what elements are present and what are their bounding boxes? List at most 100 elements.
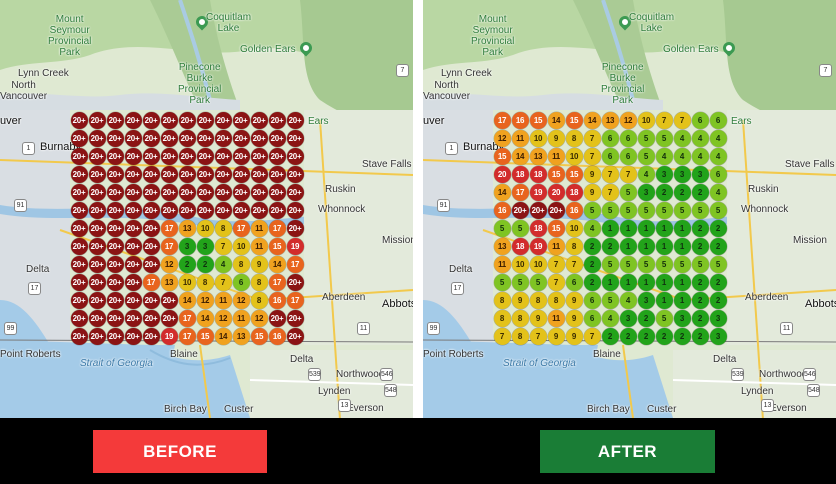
rank-marker: 1	[619, 219, 637, 237]
rank-marker: 20+	[124, 111, 142, 129]
rank-marker: 9	[547, 129, 565, 147]
rank-marker: 20+	[250, 183, 268, 201]
rank-marker: 12	[232, 291, 250, 309]
rank-marker: 8	[196, 273, 214, 291]
rank-marker: 5	[493, 219, 511, 237]
rank-marker: 20+	[214, 201, 232, 219]
place-mission: Mission	[793, 235, 827, 246]
rank-marker: 20+	[214, 183, 232, 201]
rank-marker: 3	[637, 183, 655, 201]
rank-marker: 20+	[124, 237, 142, 255]
rank-marker: 6	[619, 129, 637, 147]
rank-marker: 18	[511, 237, 529, 255]
rank-marker: 15	[547, 219, 565, 237]
rank-marker: 2	[691, 219, 709, 237]
highway-shield-icon: 1	[22, 142, 35, 155]
rank-marker: 18	[529, 165, 547, 183]
rank-marker: 20+	[88, 219, 106, 237]
place-lynn-creek: Lynn Creek	[18, 68, 69, 79]
rank-marker: 2	[583, 273, 601, 291]
rank-marker: 14	[268, 255, 286, 273]
rank-marker: 20+	[160, 129, 178, 147]
rank-marker: 9	[583, 165, 601, 183]
rank-marker: 2	[691, 309, 709, 327]
rank-marker: 7	[565, 255, 583, 273]
rank-marker: 20+	[88, 111, 106, 129]
rank-marker: 15	[529, 111, 547, 129]
rank-marker: 20+	[70, 327, 88, 345]
rank-marker: 11	[547, 147, 565, 165]
place-point-roberts: Point Roberts	[0, 349, 61, 360]
rank-marker: 20+	[178, 147, 196, 165]
rank-marker: 20+	[124, 147, 142, 165]
rank-marker: 20+	[70, 237, 88, 255]
rank-marker: 5	[601, 201, 619, 219]
rank-marker: 7	[214, 273, 232, 291]
rank-marker: 20+	[178, 165, 196, 183]
rank-marker: 20	[493, 165, 511, 183]
rank-marker: 5	[511, 219, 529, 237]
rank-marker: 20+	[88, 183, 106, 201]
rank-marker: 20+	[178, 111, 196, 129]
rank-marker: 4	[637, 165, 655, 183]
rank-marker: 16	[493, 201, 511, 219]
rank-marker: 20+	[196, 183, 214, 201]
highway-shield-icon: 13	[761, 399, 774, 412]
rank-marker: 13	[529, 147, 547, 165]
rank-marker: 20+	[160, 291, 178, 309]
rank-marker: 20+	[160, 201, 178, 219]
rank-marker: 5	[619, 201, 637, 219]
rank-marker: 8	[250, 273, 268, 291]
place-coquitlam-lake: Coquitlam Lake	[206, 12, 252, 34]
rank-marker: 20	[547, 183, 565, 201]
rank-marker: 17	[268, 219, 286, 237]
rank-marker: 6	[709, 111, 727, 129]
rank-marker: 1	[619, 273, 637, 291]
rank-marker: 20+	[106, 273, 124, 291]
rank-marker: 8	[232, 255, 250, 273]
place-lynn-creek: Lynn Creek	[441, 68, 492, 79]
rank-marker: 11	[493, 255, 511, 273]
panel-divider	[413, 0, 423, 418]
rank-marker: 4	[619, 291, 637, 309]
rank-marker: 5	[637, 129, 655, 147]
rank-marker: 20+	[70, 111, 88, 129]
rank-marker: 7	[619, 165, 637, 183]
rank-marker: 20+	[250, 147, 268, 165]
after-map-background	[423, 0, 836, 418]
rank-marker: 20+	[547, 201, 565, 219]
rank-marker: 10	[178, 273, 196, 291]
rank-marker: 18	[511, 165, 529, 183]
rank-marker: 20+	[214, 147, 232, 165]
rank-marker: 20+	[196, 111, 214, 129]
rank-marker: 20+	[70, 273, 88, 291]
rank-marker: 6	[691, 111, 709, 129]
rank-marker: 20+	[124, 219, 142, 237]
rank-marker: 2	[691, 237, 709, 255]
rank-marker: 2	[178, 255, 196, 273]
rank-marker: 9	[583, 183, 601, 201]
rank-marker: 14	[547, 111, 565, 129]
rank-marker: 20+	[286, 183, 304, 201]
rank-marker: 12	[196, 291, 214, 309]
place-northwood: Northwood	[336, 369, 385, 380]
rank-marker: 14	[178, 291, 196, 309]
rank-marker: 20+	[232, 201, 250, 219]
rank-marker: 20+	[70, 183, 88, 201]
rank-marker: 7	[547, 255, 565, 273]
rank-marker: 20+	[286, 111, 304, 129]
place-ears: Ears	[308, 116, 329, 127]
rank-marker: 9	[565, 309, 583, 327]
rank-marker: 18	[565, 183, 583, 201]
place-lynden: Lynden	[741, 386, 774, 397]
rank-marker: 20+	[124, 273, 142, 291]
rank-marker: 17	[142, 273, 160, 291]
place-blaine: Blaine	[593, 349, 621, 360]
rank-marker: 6	[232, 273, 250, 291]
rank-marker: 20+	[286, 147, 304, 165]
rank-marker: 5	[619, 255, 637, 273]
rank-marker: 20+	[232, 165, 250, 183]
rank-marker: 20+	[142, 309, 160, 327]
highway-shield-icon: 13	[338, 399, 351, 412]
rank-marker: 13	[601, 111, 619, 129]
